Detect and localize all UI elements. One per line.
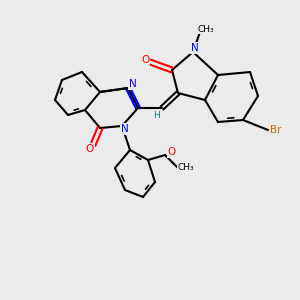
Text: N: N <box>191 43 199 53</box>
Text: O: O <box>86 144 94 154</box>
Text: CH₃: CH₃ <box>198 25 214 34</box>
Text: Br: Br <box>270 125 282 135</box>
Text: H: H <box>154 112 160 121</box>
Text: N: N <box>121 124 129 134</box>
Text: N: N <box>129 79 137 89</box>
Text: CH₃: CH₃ <box>178 164 194 172</box>
Text: O: O <box>168 147 176 157</box>
Text: O: O <box>141 55 149 65</box>
